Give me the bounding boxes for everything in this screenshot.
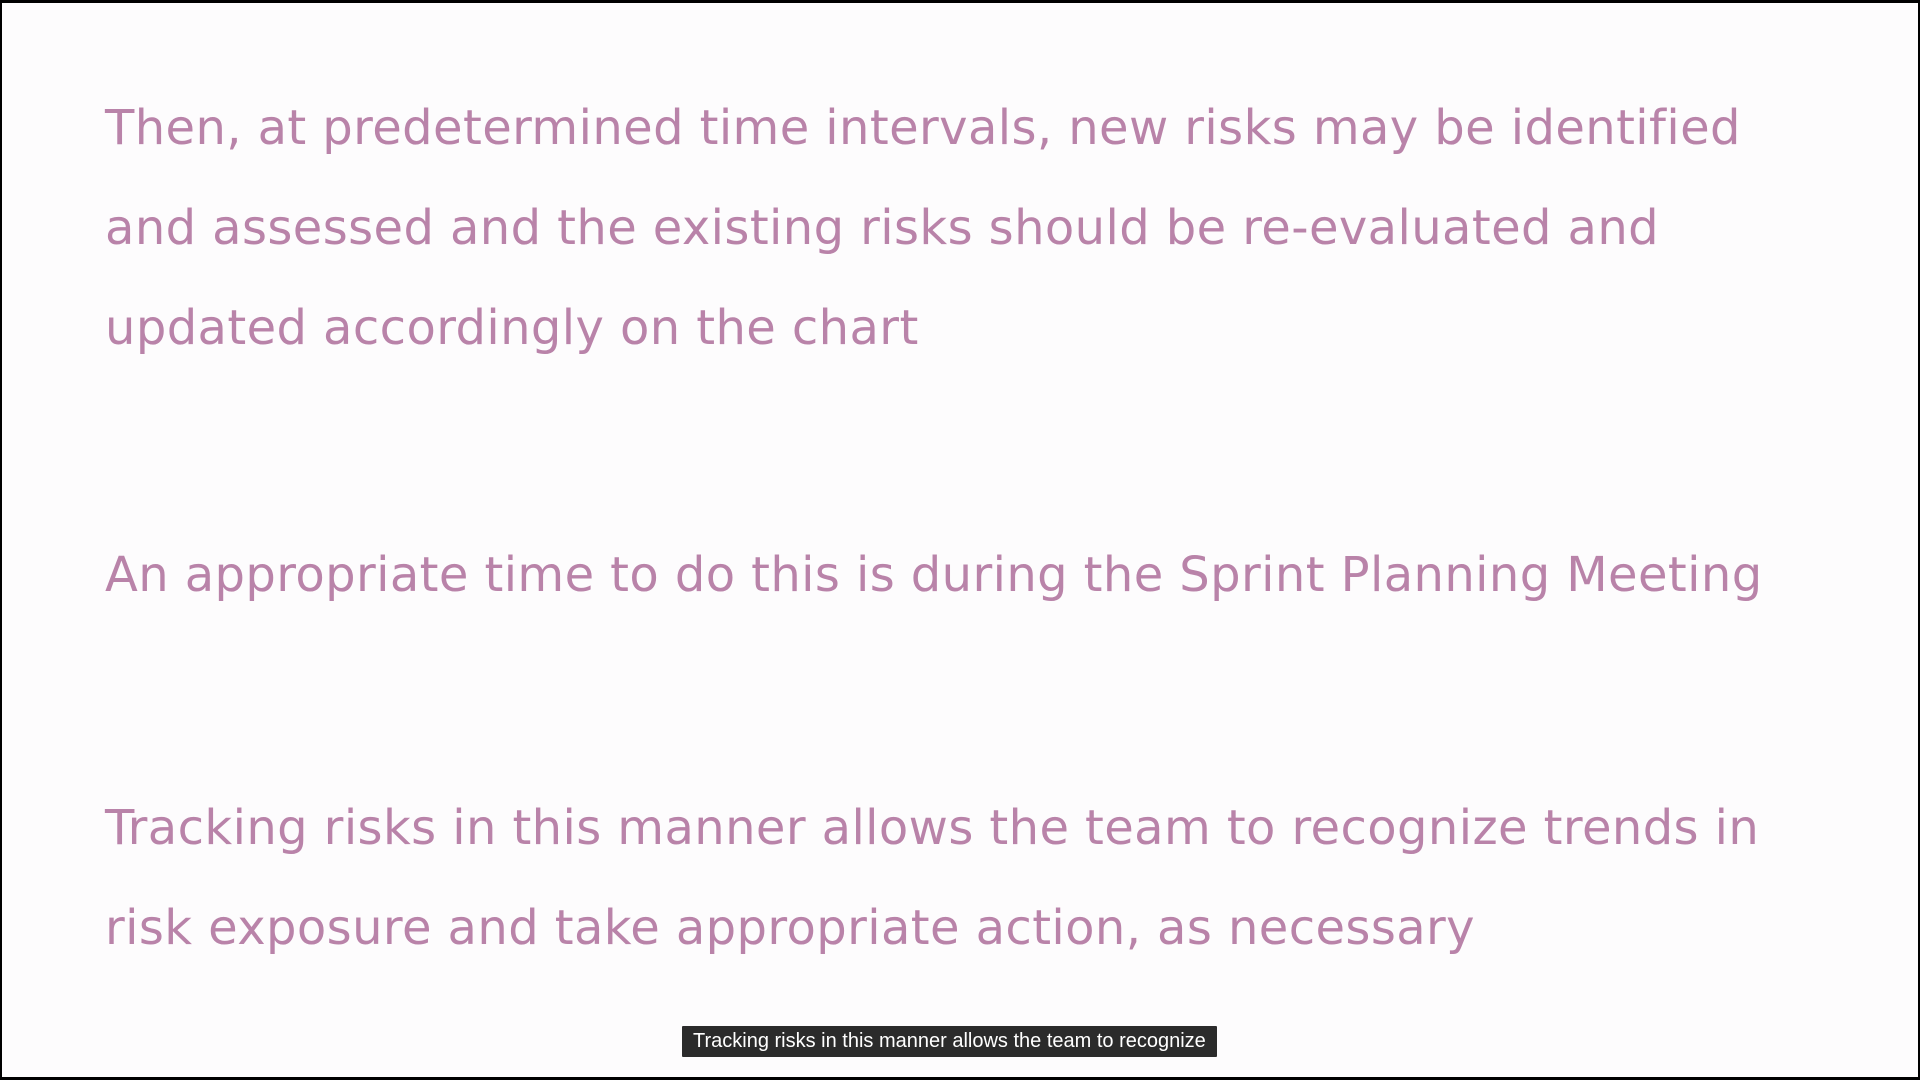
- slide-paragraph-1: Then, at predetermined time intervals, n…: [105, 78, 1741, 378]
- slide-line: An appropriate time to do this is during…: [105, 547, 1763, 603]
- slide-line: updated accordingly on the chart: [105, 300, 919, 356]
- subtitle-caption: Tracking risks in this manner allows the…: [682, 1026, 1217, 1057]
- slide-line: Tracking risks in this manner allows the…: [105, 800, 1760, 856]
- slide-paragraph-2: An appropriate time to do this is during…: [105, 525, 1763, 625]
- video-frame: Then, at predetermined time intervals, n…: [2, 3, 1918, 1077]
- slide-paragraph-3: Tracking risks in this manner allows the…: [105, 778, 1759, 978]
- slide-line: Then, at predetermined time intervals, n…: [105, 100, 1741, 156]
- slide-line: and assessed and the existing risks shou…: [105, 200, 1660, 256]
- slide-line: risk exposure and take appropriate actio…: [105, 900, 1475, 956]
